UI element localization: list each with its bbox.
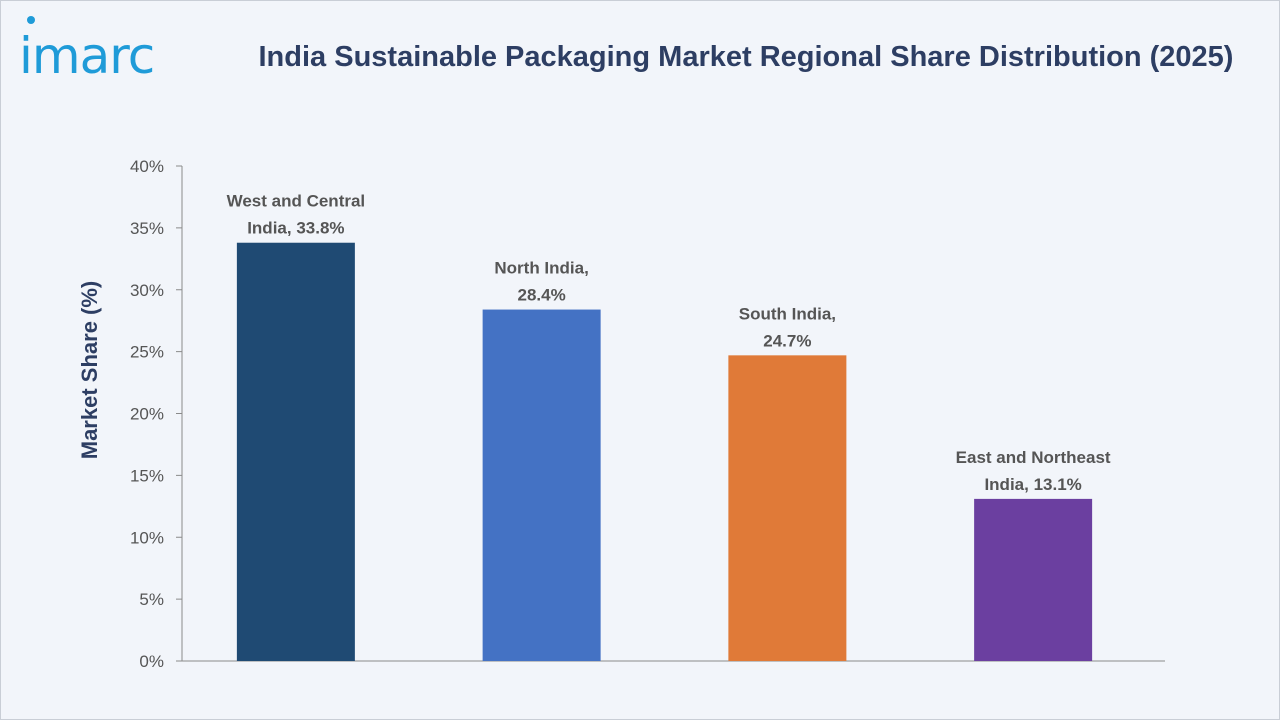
y-tick-label: 5%	[139, 590, 164, 609]
bar	[974, 498, 1093, 661]
logo-dot	[27, 16, 35, 24]
data-label: West and Central	[227, 192, 366, 211]
y-tick-label: 40%	[130, 157, 164, 176]
data-label: 28.4%	[518, 286, 566, 305]
y-tick-label: 15%	[130, 466, 164, 485]
data-label: India, 33.8%	[247, 219, 344, 238]
data-labels: West and Central India, 33.8% North India,…	[227, 192, 1111, 494]
y-tick-label: 20%	[130, 405, 164, 424]
chart-title: India Sustainable Packaging Market Regio…	[258, 41, 1234, 73]
bar	[236, 242, 355, 661]
y-tick-label: 25%	[130, 343, 164, 362]
y-tick-label: 35%	[130, 219, 164, 238]
bar	[728, 355, 847, 661]
data-label: East and Northeast	[956, 448, 1111, 467]
data-label: South India,	[739, 304, 836, 323]
y-axis-label: Market Share (%)	[77, 281, 102, 460]
bar	[482, 309, 601, 661]
data-label: North India,	[494, 259, 588, 278]
imarc-logo: imarc	[19, 27, 155, 85]
data-label: 24.7%	[763, 331, 811, 350]
data-label: India, 13.1%	[984, 475, 1081, 494]
y-tick-label: 0%	[139, 652, 164, 671]
bars	[236, 242, 1093, 661]
y-tick-label: 30%	[130, 281, 164, 300]
y-tick-label: 10%	[130, 528, 164, 547]
